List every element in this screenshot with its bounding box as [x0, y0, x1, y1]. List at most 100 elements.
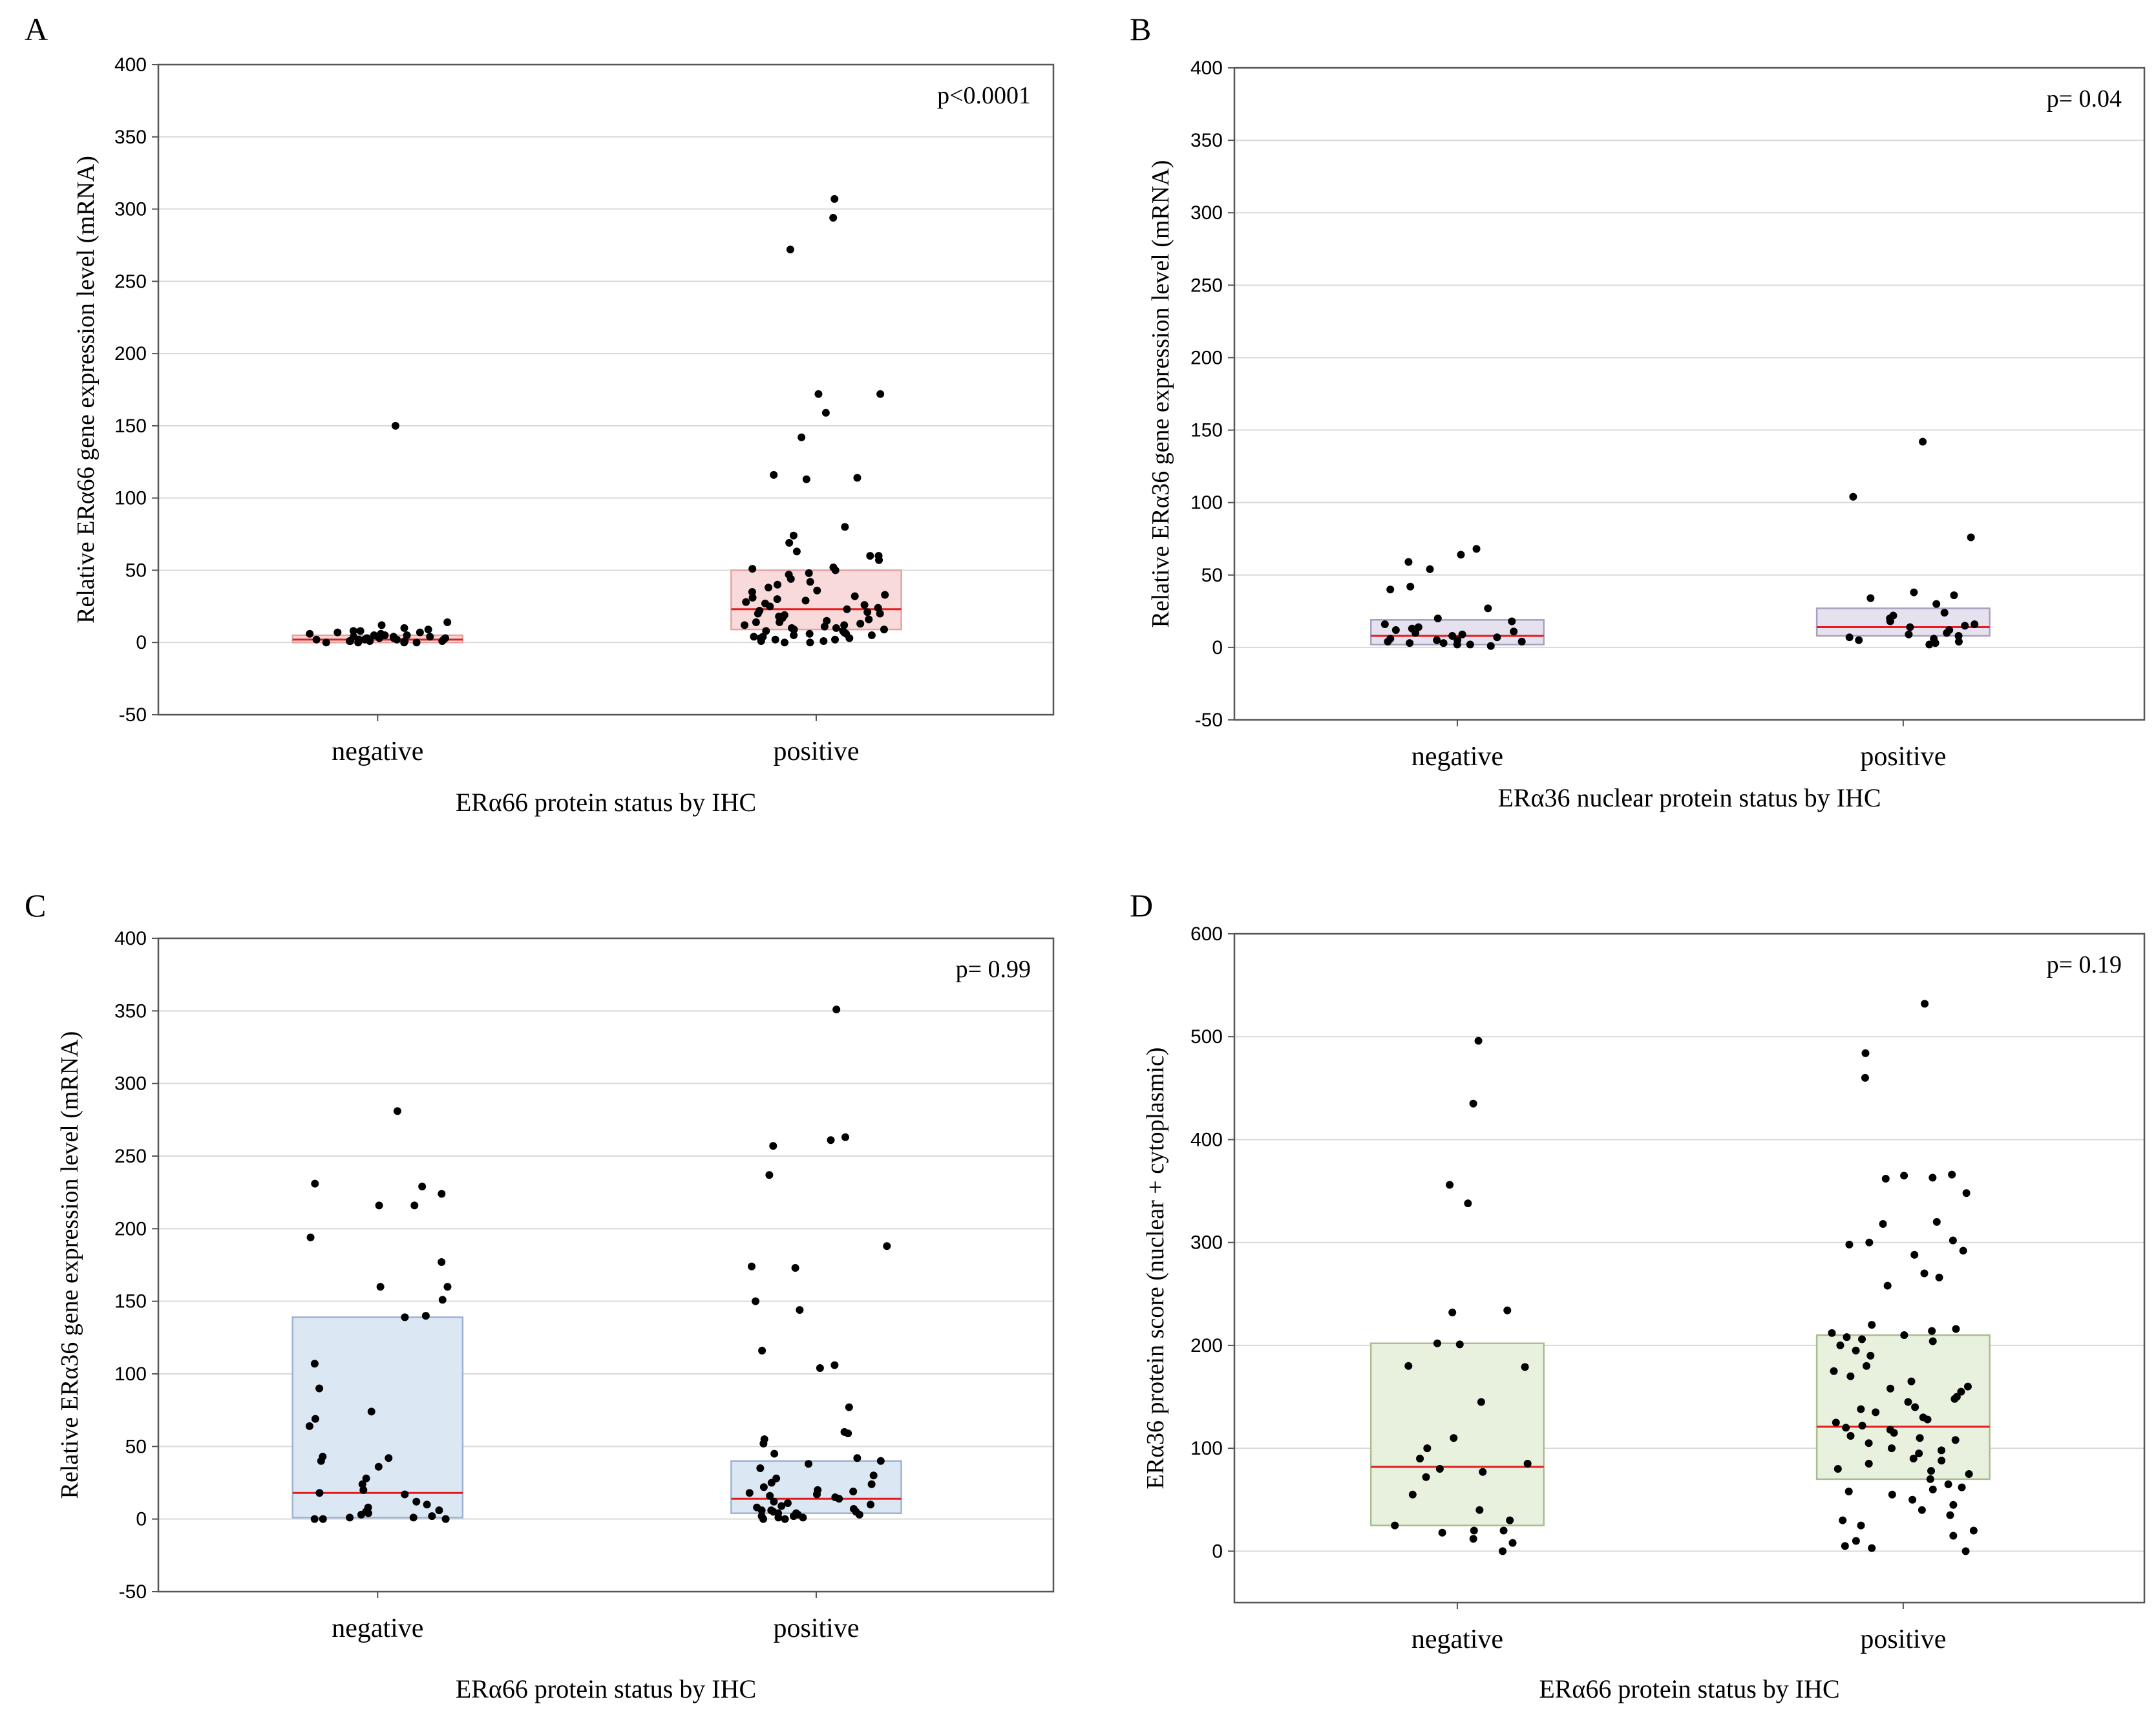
data-point-positive: [1842, 1424, 1850, 1432]
y-tick-label: 400: [114, 928, 147, 949]
data-point-positive: [1909, 1455, 1918, 1463]
data-point-positive: [1929, 1174, 1937, 1182]
data-point-negative: [1380, 620, 1389, 629]
data-point-positive: [1888, 1490, 1896, 1499]
panel-letter: B: [1130, 11, 1151, 47]
data-point-positive: [748, 565, 757, 573]
data-point-positive: [1843, 1333, 1851, 1342]
data-point-positive: [856, 620, 865, 628]
data-point-positive: [759, 1439, 768, 1448]
data-point-negative: [1479, 1468, 1487, 1476]
data-point-positive: [806, 578, 814, 586]
data-point-negative: [312, 635, 321, 644]
data-point-positive: [774, 1513, 783, 1522]
category-label-positive: positive: [1860, 742, 1946, 772]
data-point-negative: [1426, 565, 1434, 573]
y-tick-label: 350: [114, 127, 147, 148]
data-point-negative: [1455, 1340, 1464, 1349]
data-point-negative: [311, 1179, 319, 1188]
data-point-negative: [1475, 1506, 1484, 1514]
data-point-positive: [832, 624, 840, 632]
data-point-negative: [412, 1497, 421, 1506]
data-point-positive: [1846, 1432, 1855, 1440]
data-point-positive: [801, 596, 810, 605]
data-point-negative: [428, 1512, 436, 1521]
data-point-positive: [1949, 1236, 1957, 1245]
y-tick-label: 100: [114, 1364, 147, 1385]
data-point-positive: [767, 1479, 776, 1487]
data-point-negative: [374, 1462, 383, 1471]
data-point-negative: [1469, 1535, 1477, 1543]
data-point-negative: [441, 1515, 450, 1523]
y-tick-label: 100: [1190, 492, 1223, 514]
data-point-positive: [762, 627, 770, 635]
y-tick-label: 300: [114, 199, 147, 220]
data-point-negative: [310, 1515, 319, 1523]
data-point-negative: [1406, 582, 1415, 591]
y-axis-title: Relative ERα36 gene expression level (mR…: [1147, 160, 1174, 628]
data-point-positive: [1929, 1485, 1937, 1493]
p-value-annotation: p= 0.99: [956, 956, 1031, 983]
data-point-positive: [1961, 622, 1969, 630]
data-point-positive: [748, 593, 757, 602]
data-point-negative: [1457, 551, 1465, 559]
data-point-positive: [1910, 1250, 1919, 1259]
panel-d: D 0 100 200 300 400 500 600 negative positive p= 0…: [1130, 887, 2146, 1703]
data-point-positive: [816, 1364, 824, 1373]
data-point-negative: [435, 1506, 443, 1515]
y-tick-label: 200: [114, 1218, 147, 1239]
data-point-negative: [400, 638, 408, 647]
data-point-positive: [1938, 1457, 1946, 1465]
data-point-positive: [1950, 1395, 1959, 1403]
data-point-positive: [875, 556, 883, 564]
data-point-negative: [1484, 604, 1492, 613]
data-point-negative: [438, 1258, 446, 1267]
data-point-negative: [416, 628, 424, 637]
y-tick-label: 250: [114, 271, 147, 292]
data-point-positive: [742, 598, 750, 606]
data-point-negative: [1446, 1181, 1454, 1189]
data-point-negative: [1384, 637, 1392, 646]
data-point-positive: [805, 1460, 813, 1468]
data-point-positive: [1967, 533, 1975, 542]
data-point-positive: [771, 635, 779, 644]
data-point-positive: [806, 638, 814, 647]
data-point-negative: [346, 1513, 354, 1522]
data-point-positive: [1836, 1341, 1844, 1349]
y-tick-label: 350: [1190, 130, 1223, 151]
x-axis-title: ERα66 protein status by IHC: [456, 788, 756, 817]
data-point-positive: [1927, 1467, 1936, 1475]
data-point-positive: [1951, 1436, 1960, 1444]
data-point-positive: [820, 622, 829, 631]
data-point-positive: [1832, 1418, 1840, 1427]
data-point-negative: [391, 421, 399, 430]
data-point-negative: [364, 1509, 372, 1517]
panel-a: A -50 0 50 100 150 200 250 300 350 400 negative posi…: [25, 11, 1055, 817]
data-point-positive: [1900, 1331, 1908, 1339]
data-point-negative: [345, 637, 354, 645]
data-point-positive: [1852, 1537, 1860, 1545]
panel-c: C -50 0 50 100 150 200 250 300 350 400 negative posi…: [25, 887, 1055, 1703]
data-point-negative: [1422, 1473, 1430, 1481]
data-point-positive: [1926, 1475, 1934, 1483]
data-point-positive: [783, 1499, 792, 1507]
data-point-negative: [409, 1513, 417, 1522]
plot-frame: [1233, 932, 2146, 1604]
data-point-positive: [867, 1480, 876, 1488]
data-point-positive: [819, 637, 828, 645]
category-label-positive: positive: [773, 1614, 859, 1643]
y-tick-label: 400: [1190, 1129, 1223, 1150]
data-point-positive: [812, 1490, 821, 1499]
data-point-positive: [830, 1361, 839, 1369]
data-point-negative: [1499, 1547, 1507, 1555]
panel-letter: C: [25, 887, 46, 923]
data-point-positive: [759, 1483, 768, 1491]
y-tick-label: 100: [114, 488, 147, 509]
data-point-positive: [1911, 1403, 1919, 1411]
data-point-positive: [786, 246, 794, 254]
data-point-positive: [785, 538, 794, 547]
data-point-positive: [1907, 1377, 1916, 1386]
data-point-positive: [1925, 640, 1934, 649]
data-point-positive: [764, 584, 772, 592]
data-point-positive: [1910, 588, 1918, 596]
